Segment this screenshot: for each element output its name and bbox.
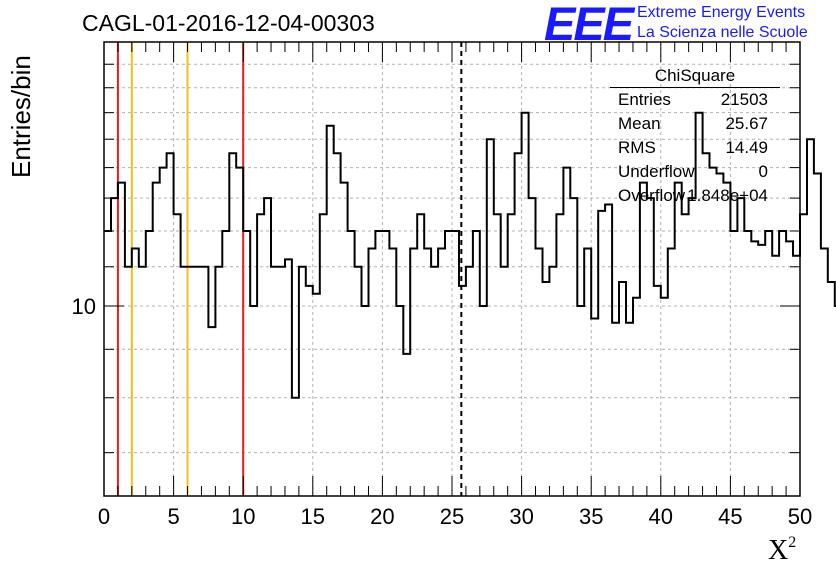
x-tick-label: 15: [301, 504, 325, 529]
x-tick-label: 25: [440, 504, 464, 529]
stats-key: Entries: [618, 90, 671, 109]
x-tick-label: 35: [579, 504, 603, 529]
x-tick-label: 30: [509, 504, 533, 529]
tick-labels: 10 0 5 10 15 20 25 30 35 40 45 50: [72, 294, 813, 529]
logo-line-1: Extreme Energy Events: [637, 4, 806, 21]
stats-value: 0: [758, 162, 768, 181]
stats-row: Entries 21503: [610, 88, 780, 112]
x-tick-label: 45: [718, 504, 742, 529]
y-tick-label: 10: [72, 294, 96, 319]
x-axis-label-sup: 2: [788, 534, 797, 551]
eee-logo: EEE: [544, 0, 634, 50]
x-tick-label: 40: [649, 504, 673, 529]
axis-ticks: [103, 41, 801, 496]
x-tick-label: 20: [370, 504, 394, 529]
x-tick-label: 0: [98, 504, 110, 529]
stats-row: Underflow 0: [610, 160, 780, 184]
stats-key: Overflow: [618, 186, 686, 205]
stats-key: Mean: [618, 114, 661, 133]
stats-box: ChiSquare Entries 21503 Mean 25.67 RMS 14.4…: [610, 66, 780, 208]
x-axis-label: X2: [768, 534, 796, 567]
chart-title: CAGL-01-2016-12-04-00303: [82, 10, 375, 36]
x-axis-label-base: X: [768, 535, 789, 566]
stats-value: 14.49: [725, 138, 768, 157]
x-tick-label: 50: [788, 504, 812, 529]
stats-row: RMS 14.49: [610, 136, 780, 160]
stats-row: Mean 25.67: [610, 112, 780, 136]
stats-value: 25.67: [725, 114, 768, 133]
stats-key: RMS: [618, 138, 656, 157]
logo-line-2: La Scienza nelle Scuole: [637, 24, 808, 41]
x-tick-label: 5: [167, 504, 179, 529]
y-axis-label: Entries/bin: [6, 55, 36, 178]
stats-title: ChiSquare: [610, 66, 780, 88]
histogram-line: [104, 111, 836, 399]
marker-lines: [116, 42, 463, 496]
stats-key: Underflow: [618, 162, 695, 181]
stats-value: 1.848e+04: [687, 186, 768, 205]
stats-value: 21503: [720, 90, 768, 109]
stats-row: Overflow 1.848e+04: [610, 184, 780, 208]
histogram-series: [104, 111, 836, 399]
x-tick-label: 10: [231, 504, 255, 529]
